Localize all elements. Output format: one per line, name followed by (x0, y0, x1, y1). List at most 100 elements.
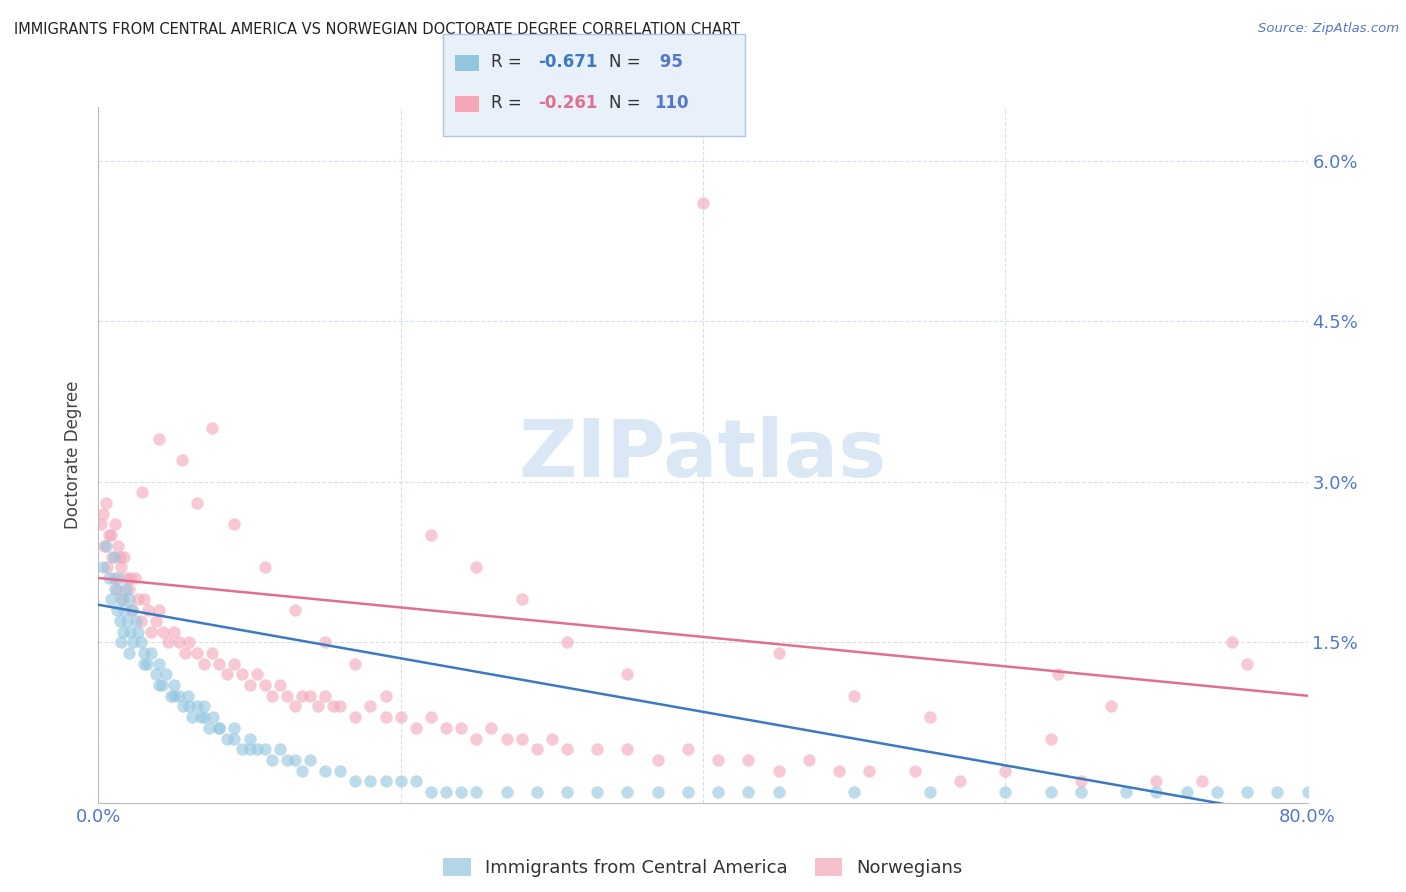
Point (420, 710, 443, 724)
Point (322, 699, 344, 714)
Point (314, 764, 336, 778)
Point (495, 785, 517, 799)
Point (125, 614, 148, 628)
Point (389, 774, 412, 789)
Point (253, 560, 276, 574)
Point (150, 678, 173, 692)
Point (374, 710, 396, 724)
Point (167, 635, 190, 649)
Point (193, 710, 215, 724)
Point (90, 517, 112, 532)
Point (179, 699, 201, 714)
Point (104, 517, 127, 532)
Point (98, 571, 121, 585)
Point (1175, 785, 1198, 799)
Point (176, 689, 198, 703)
Point (844, 785, 866, 799)
Point (114, 571, 136, 585)
Point (186, 496, 208, 510)
Point (107, 539, 129, 553)
Point (208, 657, 231, 671)
Point (1070, 774, 1092, 789)
Point (389, 710, 412, 724)
Point (93, 539, 115, 553)
Point (105, 603, 128, 617)
Point (1296, 785, 1319, 799)
Point (329, 699, 352, 714)
Point (193, 657, 215, 671)
Point (135, 657, 157, 671)
Point (239, 731, 262, 746)
Point (465, 560, 488, 574)
Point (269, 678, 291, 692)
Point (647, 753, 669, 767)
Point (647, 785, 669, 799)
Point (420, 785, 443, 799)
Point (262, 689, 284, 703)
Text: R =: R = (491, 54, 527, 71)
Point (173, 646, 195, 660)
Point (276, 753, 298, 767)
Point (112, 603, 135, 617)
Text: N =: N = (609, 95, 645, 112)
Point (110, 560, 132, 574)
Point (111, 592, 134, 607)
Point (284, 699, 307, 714)
Point (170, 453, 193, 467)
Point (100, 528, 122, 542)
Point (616, 785, 638, 799)
Point (181, 710, 204, 724)
Point (1099, 699, 1122, 714)
Point (1220, 635, 1243, 649)
Point (186, 646, 208, 660)
Point (314, 689, 336, 703)
Point (253, 742, 276, 756)
Point (586, 742, 609, 756)
Point (163, 624, 186, 639)
Text: R =: R = (491, 95, 527, 112)
Point (314, 635, 336, 649)
Point (208, 721, 231, 735)
Point (707, 785, 730, 799)
Point (450, 785, 472, 799)
Point (284, 603, 307, 617)
Point (110, 592, 132, 607)
Point (127, 592, 149, 607)
Y-axis label: Doctorate Degree: Doctorate Degree (65, 381, 83, 529)
Point (136, 603, 159, 617)
Point (1206, 785, 1229, 799)
Point (104, 582, 127, 596)
Point (132, 657, 155, 671)
Point (127, 624, 149, 639)
Point (1236, 657, 1258, 671)
Point (344, 657, 367, 671)
Text: Source: ZipAtlas.com: Source: ZipAtlas.com (1258, 22, 1399, 36)
Point (737, 753, 759, 767)
Point (239, 742, 262, 756)
Point (707, 753, 730, 767)
Point (224, 731, 246, 746)
Point (269, 742, 291, 756)
Point (129, 635, 152, 649)
Point (291, 689, 314, 703)
Point (190, 710, 212, 724)
Point (329, 764, 352, 778)
Point (167, 689, 190, 703)
Point (276, 689, 298, 703)
Text: IMMIGRANTS FROM CENTRAL AMERICA VS NORWEGIAN DOCTORATE DEGREE CORRELATION CHART: IMMIGRANTS FROM CENTRAL AMERICA VS NORWE… (14, 22, 740, 37)
Point (994, 785, 1017, 799)
Point (262, 753, 284, 767)
Point (737, 785, 759, 799)
Point (1047, 667, 1070, 681)
Point (108, 614, 131, 628)
Point (202, 710, 225, 724)
Point (152, 624, 174, 639)
Point (299, 689, 322, 703)
Point (307, 699, 329, 714)
Point (208, 721, 231, 735)
Point (163, 678, 186, 692)
Point (148, 678, 170, 692)
Point (120, 571, 142, 585)
Point (541, 731, 564, 746)
Point (156, 635, 179, 649)
